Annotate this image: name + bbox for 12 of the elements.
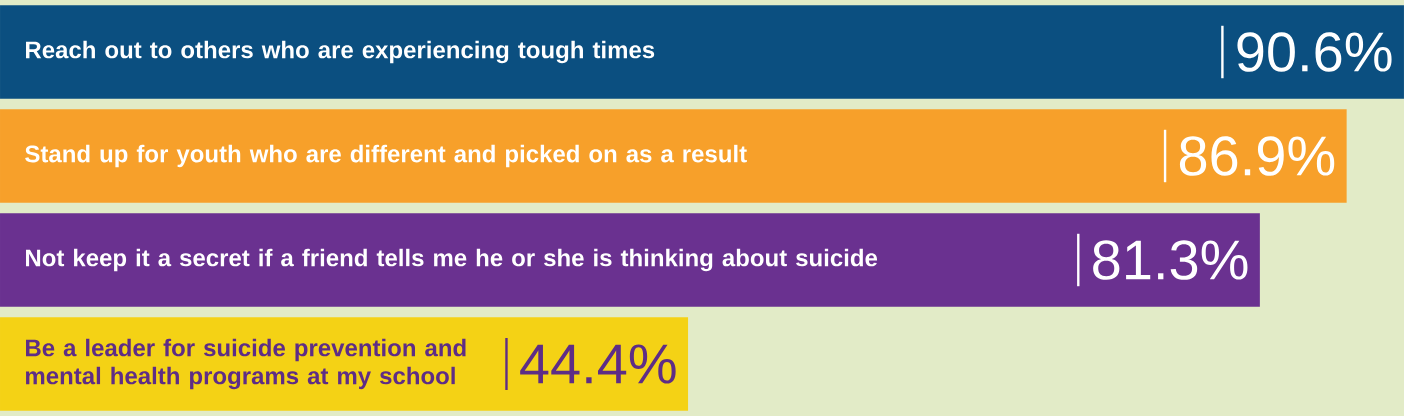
bar	[0, 213, 1260, 307]
y-tick-label: Not keep it a secret if a friend tells me he or she is thinking about suicide	[26, 248, 878, 272]
bar	[0, 317, 689, 411]
y-tick-label: Stand up for youth who are different and picked on as a result	[25, 144, 747, 168]
data-label: 44.4%	[520, 344, 676, 384]
bar	[0, 109, 1347, 203]
y-tick-label: Be a leader for suicide prevention and mental health programs at my school	[25, 338, 466, 390]
bar	[0, 5, 1404, 99]
data-label: 81.3%	[1093, 240, 1248, 280]
y-tick-label: Reach out to others who are experiencing tough times	[26, 40, 655, 64]
data-label: 90.6%	[1237, 32, 1392, 72]
data-label: 86.9%	[1179, 136, 1335, 176]
